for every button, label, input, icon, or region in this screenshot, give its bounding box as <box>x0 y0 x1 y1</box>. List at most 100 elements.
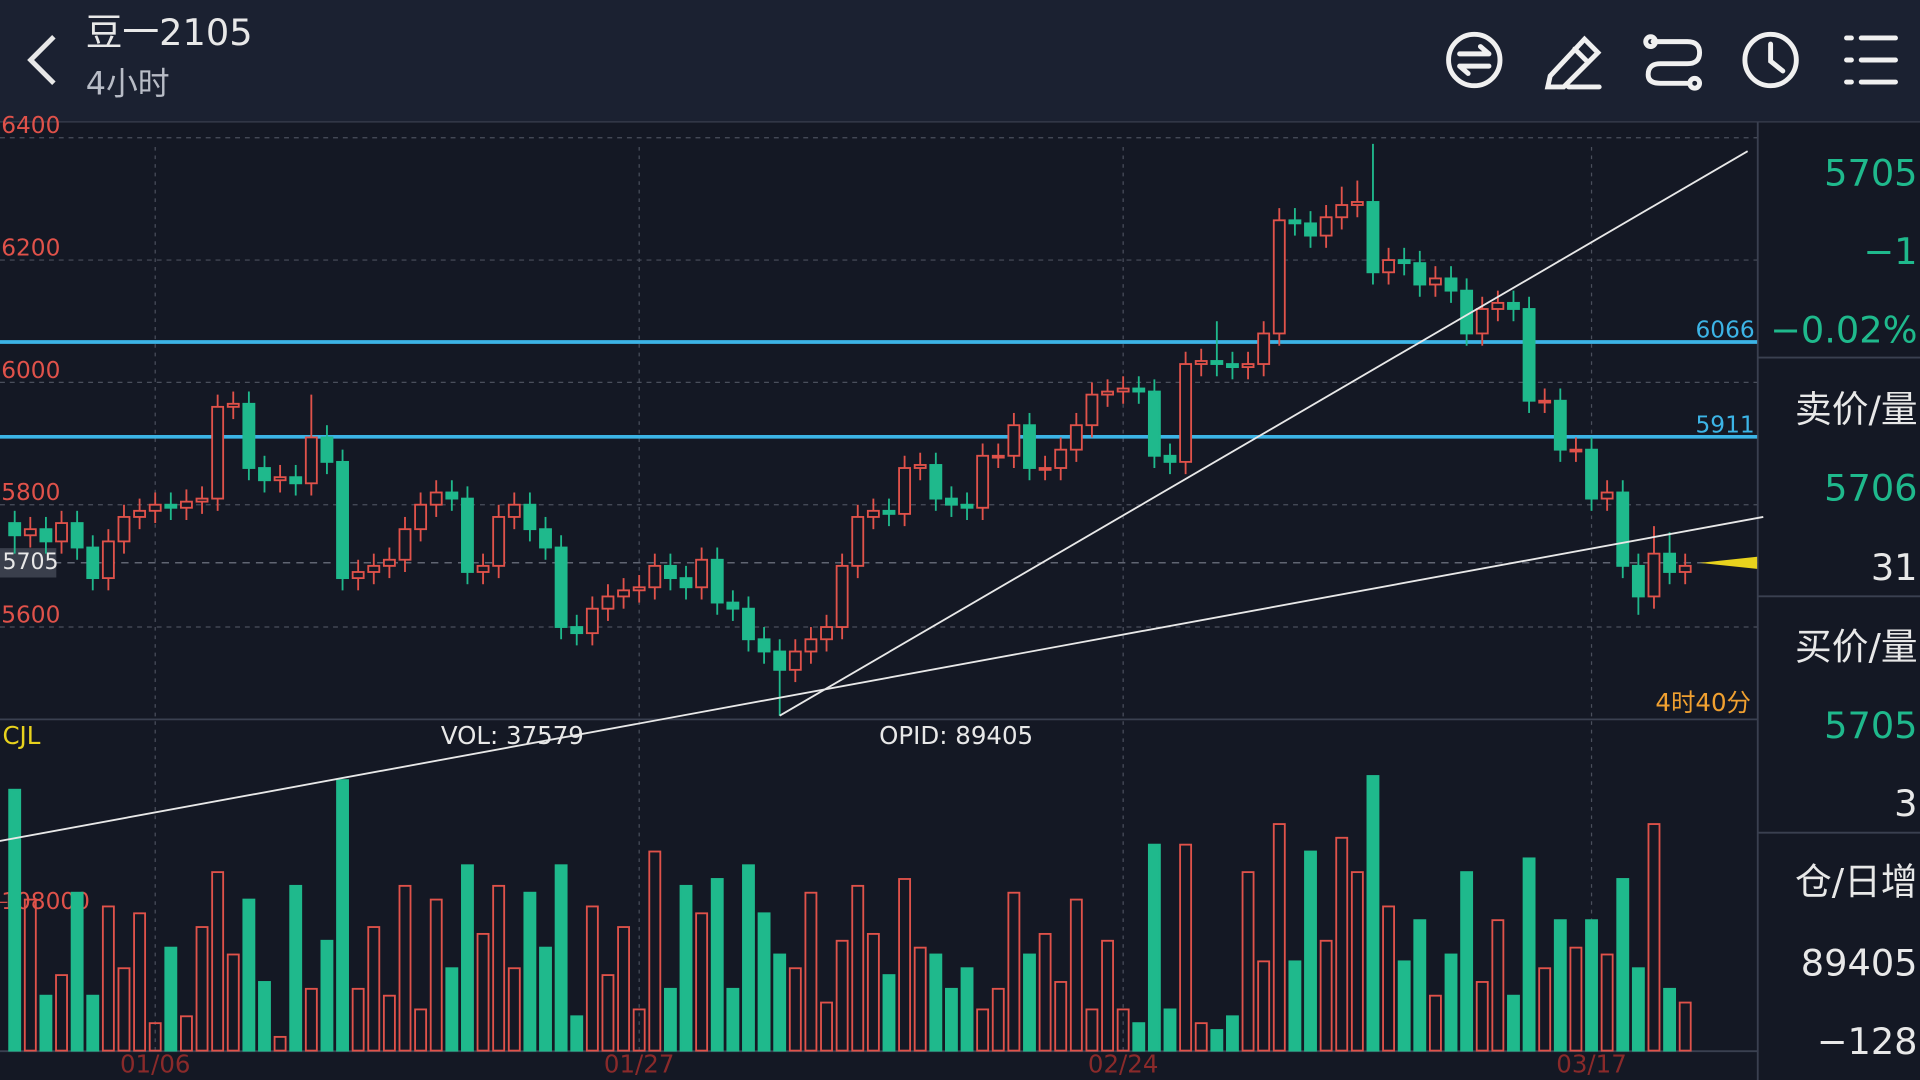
candle-body <box>1085 393 1099 427</box>
volume-bar <box>820 1001 833 1052</box>
candle-body <box>1475 308 1489 335</box>
candle-body <box>585 607 599 635</box>
volume-bar <box>773 953 787 1052</box>
candle-body <box>101 540 115 580</box>
candle-body <box>1678 564 1692 573</box>
volume-bar <box>710 878 724 1052</box>
volume-bar <box>648 850 662 1052</box>
y-tick-label: 5600 <box>1 602 60 629</box>
candle-body <box>320 436 334 463</box>
candle-body <box>648 564 662 589</box>
volume-bar <box>1288 960 1302 1052</box>
last-price-label: 5705 <box>2 550 58 575</box>
menu-icon[interactable] <box>1844 35 1898 85</box>
volume-bar <box>617 926 630 1052</box>
candle-body <box>742 607 755 641</box>
volume-bar <box>585 905 599 1052</box>
candle-body <box>866 509 880 518</box>
candle-body <box>258 467 271 482</box>
candle-body <box>429 491 443 506</box>
candle-body <box>476 564 490 573</box>
candle-body <box>1272 219 1286 335</box>
bid-volume: 3 <box>1894 782 1917 825</box>
candle-body <box>1132 387 1146 393</box>
volume-bar <box>913 946 927 1052</box>
switch-icon[interactable] <box>1446 31 1503 89</box>
period-label[interactable]: 4小时 <box>86 65 170 103</box>
volume-bar <box>1038 932 1052 1052</box>
volume-bar <box>336 779 349 1052</box>
candle-body <box>757 638 771 653</box>
countdown: 4时40分 <box>1655 688 1751 717</box>
volume-bar <box>1350 871 1364 1052</box>
candle-body <box>1023 424 1036 469</box>
candle-body <box>492 516 506 567</box>
volume-bar <box>211 871 225 1052</box>
candle-body <box>8 522 22 537</box>
price-line-label: 5911 <box>1696 411 1755 438</box>
volume-bar <box>1631 967 1645 1052</box>
draw-icon[interactable] <box>1544 35 1602 90</box>
trendline <box>779 150 1749 717</box>
volume-bar <box>1460 871 1474 1052</box>
volume-text: VOL: 37579 <box>441 721 584 750</box>
volume-bar <box>1023 953 1036 1052</box>
volume-bar <box>1054 981 1068 1052</box>
volume-bar <box>1241 871 1255 1052</box>
candle-body <box>679 577 693 589</box>
compare-icon[interactable] <box>1643 34 1703 91</box>
candle-body <box>1569 448 1583 453</box>
candle-body <box>1257 332 1271 365</box>
candle-body <box>1069 424 1083 451</box>
y-tick-label: 6400 <box>1 112 60 139</box>
trendline <box>0 516 1764 842</box>
volume-bar <box>742 864 755 1052</box>
volume-bar <box>1585 919 1598 1052</box>
volume-bar <box>351 987 365 1052</box>
candle-body <box>414 503 428 531</box>
opid-text: OPID: 89405 <box>879 721 1033 750</box>
volume-bar <box>960 967 974 1052</box>
volume-bar <box>429 898 443 1052</box>
candle-body <box>1101 390 1114 396</box>
volume-bar <box>1538 967 1552 1052</box>
candle-body <box>1585 448 1598 500</box>
volume-bar <box>1335 836 1349 1052</box>
volume-bar <box>304 987 318 1052</box>
candle-body <box>195 497 209 503</box>
candle-body <box>55 522 68 543</box>
candle-body <box>851 516 865 567</box>
back-button[interactable] <box>27 35 56 85</box>
volume-bar <box>320 939 334 1052</box>
volume-bar <box>273 1035 287 1052</box>
candle-body <box>1507 301 1520 310</box>
volume-bar <box>539 946 552 1052</box>
candle-body <box>1241 363 1255 369</box>
volume-bar <box>1491 919 1505 1052</box>
volume-bar <box>1007 891 1021 1052</box>
volume-bar <box>851 884 865 1052</box>
candle-body <box>1553 399 1567 451</box>
candle-body <box>960 503 974 509</box>
volume-bar <box>1475 981 1489 1052</box>
candle-body <box>23 528 37 537</box>
volume-bar <box>8 788 22 1052</box>
volume-bar <box>882 974 896 1052</box>
volume-bar <box>679 884 693 1052</box>
volume-bar <box>1663 987 1677 1052</box>
candle-body <box>1179 363 1193 463</box>
volume-bar <box>757 912 771 1052</box>
candle-body <box>1304 222 1317 237</box>
candle-body <box>554 546 568 628</box>
volume-bar <box>788 967 802 1052</box>
volume-bar <box>866 932 880 1052</box>
candle-body <box>70 522 84 549</box>
volume-bar <box>492 884 506 1052</box>
candle-body <box>976 454 990 509</box>
time-icon[interactable] <box>1742 31 1799 89</box>
volume-bar <box>1413 919 1427 1052</box>
candle-body <box>539 528 552 549</box>
candle-body <box>507 503 521 518</box>
volume-bar <box>1163 1008 1177 1052</box>
candle-body <box>710 558 724 604</box>
